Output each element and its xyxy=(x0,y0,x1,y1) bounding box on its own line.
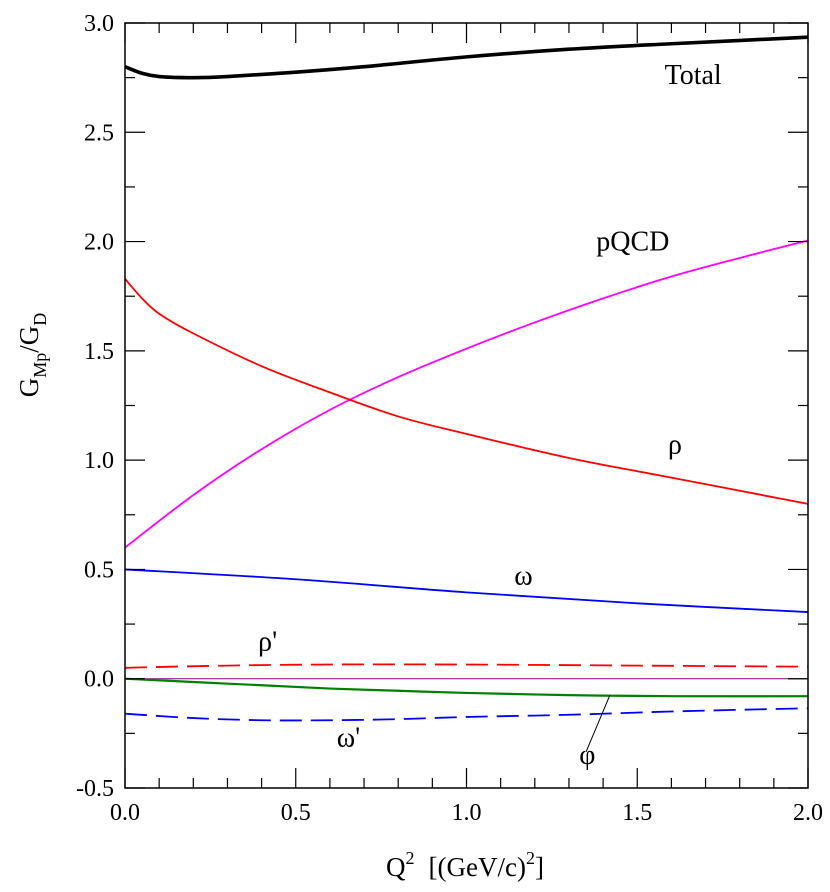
y-tick-label: 3.0 xyxy=(84,11,114,37)
x-tick-label: 1.5 xyxy=(622,800,652,826)
y-tick-label: 2.0 xyxy=(84,230,114,256)
curve-label: Total xyxy=(665,60,722,91)
phi-leader-line xyxy=(585,694,611,753)
x-axis-title: Q2 [(GeV/c)2] xyxy=(386,848,544,882)
y-tick-label: 1.0 xyxy=(84,448,114,474)
curve-label: ρ xyxy=(668,430,682,461)
x-tick-label: 0.5 xyxy=(281,800,311,826)
curve-label: pQCD xyxy=(596,226,669,257)
axis-layer xyxy=(124,22,809,789)
x-axis-close: ] xyxy=(535,852,544,882)
curve-label: ω' xyxy=(337,722,360,753)
label-layer: Q2 [(GeV/c)2] GMp/GD 0.0 0.5 1.0 1.5 2.0-0.50… xyxy=(14,11,823,882)
x-tick-label: 1.0 xyxy=(452,800,482,826)
y-axis-title: GMp/GD xyxy=(14,313,50,398)
series-line-3 xyxy=(124,568,809,613)
series-line-2 xyxy=(124,278,809,505)
y-axis-sub2: D xyxy=(30,313,50,326)
series-line-1 xyxy=(124,239,809,549)
x-tick-label: 2.0 xyxy=(793,800,823,826)
y-axis-main: G xyxy=(14,378,44,398)
series-line-0 xyxy=(124,35,809,80)
series-line-5 xyxy=(124,677,809,698)
series-line-4 xyxy=(124,663,809,669)
x-axis-sup2: 2 xyxy=(526,848,535,868)
y-tick-label: 1.5 xyxy=(84,339,114,365)
y-tick-label: 2.5 xyxy=(84,120,114,146)
y-tick-label: 0.5 xyxy=(84,557,114,583)
plot-frame xyxy=(124,22,809,789)
curve-label: ω xyxy=(514,561,532,592)
y-tick-label: -0.5 xyxy=(76,776,114,802)
y-axis-slash: /G xyxy=(14,326,44,353)
y-axis-sub1: Mp xyxy=(30,353,50,378)
x-tick-label: 0.0 xyxy=(110,800,140,826)
x-axis-sup1: 2 xyxy=(406,848,415,868)
y-tick-label: 0.0 xyxy=(84,667,114,693)
series-layer xyxy=(124,35,809,753)
curve-label: φ xyxy=(579,740,595,771)
curve-label: ρ' xyxy=(258,626,277,657)
series-line-6 xyxy=(124,707,809,722)
x-axis-main: Q xyxy=(386,852,406,882)
x-axis-unit: [(GeV/c) xyxy=(429,852,526,882)
